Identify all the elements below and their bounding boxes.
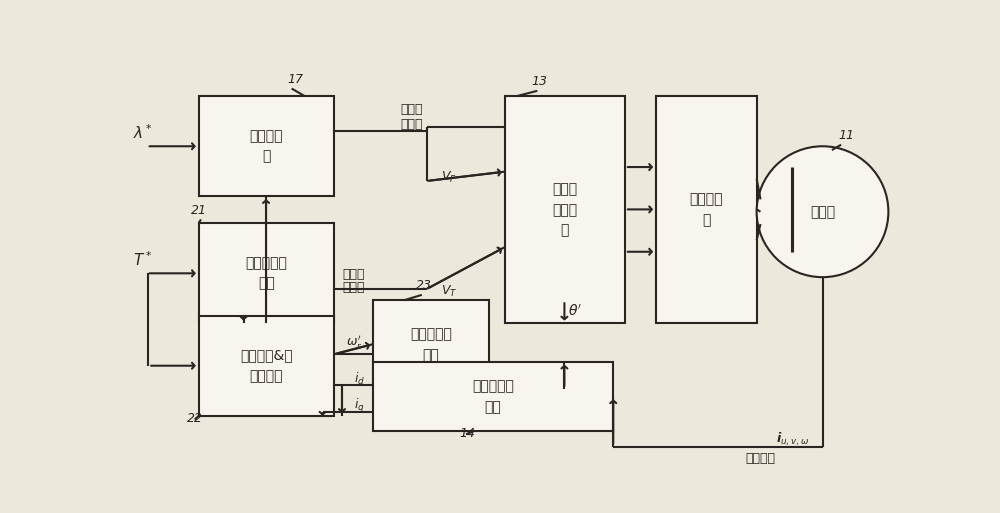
Text: 电流反馈: 电流反馈 xyxy=(745,451,775,465)
Text: $\lambda^*$: $\lambda^*$ xyxy=(133,123,153,142)
Text: 压矢量: 压矢量 xyxy=(342,281,364,293)
Bar xyxy=(199,223,334,323)
Text: $i_q$: $i_q$ xyxy=(354,397,364,415)
Text: 通量控制
器: 通量控制 器 xyxy=(250,129,283,164)
Bar xyxy=(656,96,757,323)
Text: $\theta'$: $\theta'$ xyxy=(568,304,582,320)
Text: 负载模型&稳
定性控制: 负载模型&稳 定性控制 xyxy=(240,348,293,383)
Text: $V_F$: $V_F$ xyxy=(441,169,457,185)
Text: 13: 13 xyxy=(532,75,548,88)
Text: $\omega_r'$: $\omega_r'$ xyxy=(346,333,362,351)
Text: 转矩前馈控
制器: 转矩前馈控 制器 xyxy=(246,256,287,290)
Text: 转矩电: 转矩电 xyxy=(342,268,364,281)
Circle shape xyxy=(757,146,888,277)
Text: $i_d$: $i_d$ xyxy=(354,371,365,387)
Text: 14: 14 xyxy=(460,426,476,440)
Text: 电压矢
量旋转
器: 电压矢 量旋转 器 xyxy=(552,182,577,238)
Text: 22: 22 xyxy=(187,412,203,425)
Text: 功率转换
器: 功率转换 器 xyxy=(690,192,723,227)
Bar xyxy=(373,300,489,389)
Text: 21: 21 xyxy=(191,204,207,217)
Text: $T^*$: $T^*$ xyxy=(133,250,152,269)
Bar xyxy=(199,315,334,416)
Text: 11: 11 xyxy=(838,129,854,142)
Text: 通量电: 通量电 xyxy=(400,103,423,116)
Bar xyxy=(505,96,625,323)
Text: 电流矢量旋
转器: 电流矢量旋 转器 xyxy=(472,379,514,414)
Text: 23: 23 xyxy=(416,280,432,292)
Text: $\boldsymbol{i}_{u,v,\omega}$: $\boldsymbol{i}_{u,v,\omega}$ xyxy=(776,430,809,447)
Text: 电动机: 电动机 xyxy=(810,205,835,219)
Text: 17: 17 xyxy=(288,73,304,86)
Bar xyxy=(373,362,613,431)
Bar xyxy=(199,96,334,196)
Text: 通量角度计
算器: 通量角度计 算器 xyxy=(410,327,452,362)
Text: 压矢量: 压矢量 xyxy=(400,118,423,131)
Text: $V_T$: $V_T$ xyxy=(441,284,458,299)
